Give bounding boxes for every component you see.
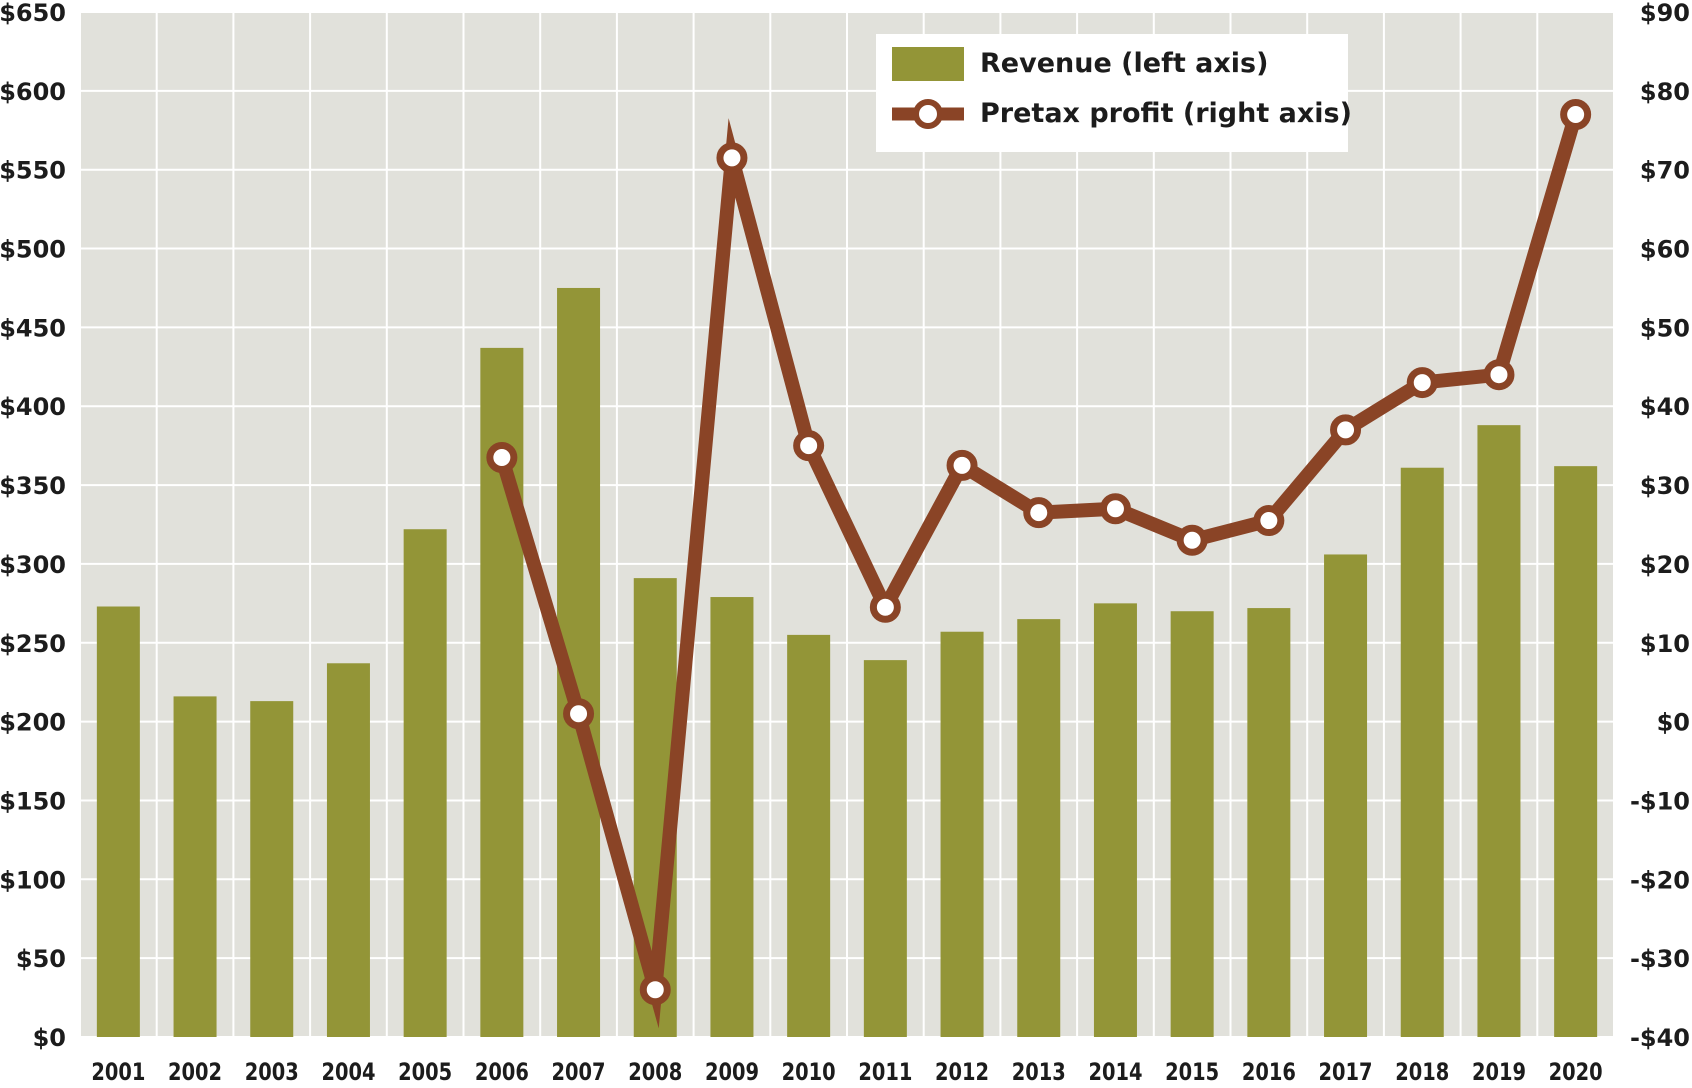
profit-point	[1023, 497, 1055, 529]
left-tick-label: $300	[0, 551, 66, 579]
revenue-bar	[403, 529, 447, 1037]
profit-point	[793, 430, 825, 462]
x-tick-label: 2006	[475, 1058, 529, 1086]
x-tick-label: 2001	[91, 1058, 145, 1086]
right-axis: -$40 -$30 -$20 -$10 $0 $10 $20 $30 $40 $50 $60 $70 $…	[1630, 0, 1690, 1052]
x-tick-label: 2011	[858, 1058, 912, 1086]
left-tick-label: $600	[0, 78, 66, 106]
x-tick-label: 2012	[935, 1058, 989, 1086]
left-tick-label: $200	[0, 709, 66, 737]
revenue-bar	[1324, 554, 1368, 1037]
legend-label-revenue: Revenue (left axis)	[980, 48, 1268, 79]
x-tick-label: 2016	[1242, 1058, 1296, 1086]
left-tick-label: $550	[0, 157, 66, 185]
x-axis: 2001 2002 2003 2004 2005 2006 2007 2008 2009 2010…	[91, 1058, 1602, 1086]
x-tick-label: 2004	[321, 1058, 375, 1086]
revenue-bar	[710, 597, 754, 1037]
x-tick-label: 2003	[245, 1058, 299, 1086]
revenue-bar	[1554, 466, 1598, 1038]
left-tick-label: $50	[16, 945, 66, 973]
profit-point	[1483, 359, 1515, 391]
right-tick-label: $40	[1640, 393, 1690, 421]
profit-point	[1330, 414, 1362, 446]
x-tick-label: 2019	[1472, 1058, 1526, 1086]
profit-point	[1099, 493, 1131, 525]
left-tick-label: $150	[0, 787, 66, 815]
revenue-bar	[787, 634, 831, 1037]
left-axis: $0 $50 $100 $150 $200 $250 $300 $350 $400 $450 $50…	[0, 0, 66, 1052]
x-tick-label: 2002	[168, 1058, 222, 1086]
profit-point	[1253, 505, 1285, 537]
legend: Revenue (left axis) Pretax profit (right…	[876, 34, 1352, 152]
revenue-bar	[863, 660, 907, 1037]
revenue-bar	[1477, 425, 1521, 1038]
revenue-bars	[96, 287, 1598, 1038]
x-tick-label: 2014	[1088, 1058, 1142, 1086]
profit-point	[1560, 99, 1592, 130]
left-tick-label: $500	[0, 236, 66, 264]
profit-point	[1176, 524, 1208, 556]
revenue-bar	[940, 631, 984, 1037]
legend-swatch-revenue	[892, 47, 964, 81]
left-tick-label: $350	[0, 472, 66, 500]
x-tick-label: 2018	[1395, 1058, 1449, 1086]
x-tick-label: 2010	[782, 1058, 836, 1086]
profit-line-layer	[486, 99, 1592, 1029]
right-tick-label: $70	[1640, 157, 1690, 185]
legend-swatch-profit-marker	[913, 99, 943, 129]
revenue-bar	[1093, 603, 1137, 1037]
right-tick-label: $30	[1640, 472, 1690, 500]
left-tick-label: $650	[0, 0, 66, 27]
revenue-bar	[1247, 608, 1291, 1037]
right-tick-label: -$10	[1630, 787, 1690, 815]
left-tick-label: $400	[0, 393, 66, 421]
profit-point	[486, 441, 518, 473]
revenue-bar	[250, 701, 294, 1037]
right-tick-label: -$20	[1630, 866, 1690, 894]
profit-point	[639, 974, 671, 1006]
right-tick-label: -$30	[1630, 945, 1690, 973]
x-tick-label: 2017	[1319, 1058, 1373, 1086]
legend-label-profit: Pretax profit (right axis)	[980, 98, 1352, 129]
profit-point	[716, 142, 748, 174]
profit-point	[869, 591, 901, 623]
profit-point	[946, 449, 978, 481]
right-tick-label: $20	[1640, 551, 1690, 579]
revenue-bar	[1170, 611, 1214, 1037]
left-tick-label: $450	[0, 314, 66, 342]
x-tick-label: 2015	[1165, 1058, 1219, 1086]
x-tick-label: 2008	[628, 1058, 682, 1086]
left-tick-label: $250	[0, 630, 66, 658]
right-tick-label: $50	[1640, 314, 1690, 342]
right-tick-label: $60	[1640, 236, 1690, 264]
revenue-bar	[173, 696, 217, 1037]
x-tick-label: 2020	[1549, 1058, 1603, 1086]
right-tick-label: $0	[1657, 709, 1690, 737]
revenue-bar	[96, 606, 140, 1037]
revenue-bar	[1400, 467, 1444, 1037]
profit-point	[1406, 367, 1438, 399]
x-tick-label: 2005	[398, 1058, 452, 1086]
x-tick-label: 2009	[705, 1058, 759, 1086]
left-tick-label: $100	[0, 866, 66, 894]
right-tick-label: -$40	[1630, 1024, 1690, 1052]
profit-point	[563, 698, 595, 730]
x-tick-label: 2013	[1012, 1058, 1066, 1086]
right-tick-label: $90	[1640, 0, 1690, 27]
right-tick-label: $80	[1640, 78, 1690, 106]
right-tick-label: $10	[1640, 630, 1690, 658]
revenue-bar	[1017, 619, 1061, 1037]
left-tick-label: $0	[33, 1024, 66, 1052]
revenue-bar	[326, 663, 370, 1037]
x-tick-label: 2007	[552, 1058, 606, 1086]
